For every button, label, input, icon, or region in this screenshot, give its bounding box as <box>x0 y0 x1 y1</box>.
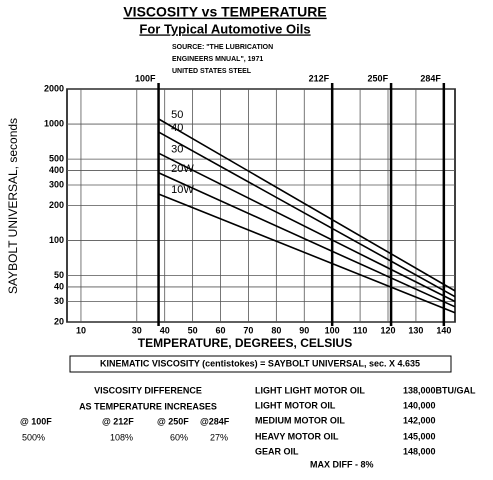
y-tick-label: 1000 <box>44 118 64 128</box>
y-tick-label: 20 <box>54 316 64 326</box>
oil-energy: 145,000 <box>403 431 436 441</box>
difference-value: 108% <box>110 432 133 442</box>
x-tick-label: 40 <box>160 325 170 335</box>
series-label: 30 <box>171 143 183 155</box>
series-label: 40 <box>171 122 183 134</box>
top-tick-label: 100F <box>135 73 156 83</box>
max-diff: MAX DIFF - 8% <box>310 459 374 469</box>
difference-header: @ 212F <box>102 416 134 426</box>
x-tick-label: 50 <box>188 325 198 335</box>
oil-energy: 138,000BTU/GAL <box>403 385 476 395</box>
oil-line <box>158 131 456 298</box>
y-tick-label: 400 <box>49 165 64 175</box>
source-line: ENGINEERS MNUAL", 1971 <box>172 56 263 63</box>
difference-title: VISCOSITY DIFFERENCE <box>94 385 202 395</box>
y-tick-label: 40 <box>54 281 64 291</box>
oil-line <box>158 193 456 314</box>
difference-value: 500% <box>22 432 45 442</box>
series-label: 50 <box>171 109 183 121</box>
oil-line <box>158 118 456 292</box>
source-line: UNITED STATES STEEL <box>172 68 252 75</box>
difference-value: 27% <box>210 432 228 442</box>
chart-title: VISCOSITY vs TEMPERATURE <box>123 4 326 20</box>
x-tick-label: 30 <box>132 325 142 335</box>
oil-name: HEAVY MOTOR OIL <box>255 431 339 441</box>
source-line: SOURCE: "THE LUBRICATION <box>172 44 273 51</box>
difference-header: @ 250F <box>157 416 189 426</box>
difference-header: @ 100F <box>20 416 52 426</box>
x-axis-label: TEMPERATURE, DEGREES, CELSIUS <box>138 336 352 350</box>
y-tick-label: 200 <box>49 200 64 210</box>
series-label: 20W <box>171 163 194 175</box>
y-tick-label: 100 <box>49 235 64 245</box>
y-tick-label: 500 <box>49 154 64 164</box>
x-tick-label: 10 <box>76 325 86 335</box>
difference-header: @284F <box>200 416 230 426</box>
x-tick-label: 120 <box>380 325 395 335</box>
y-tick-label: 30 <box>54 296 64 306</box>
x-tick-label: 110 <box>353 325 368 335</box>
x-tick-label: 60 <box>216 325 226 335</box>
oil-name: MEDIUM MOTOR OIL <box>255 415 345 425</box>
y-tick-label: 300 <box>49 179 64 189</box>
top-tick-label: 212F <box>309 73 330 83</box>
series-label: 10W <box>171 184 194 196</box>
x-tick-label: 130 <box>408 325 423 335</box>
y-axis-label: SAYBOLT UNIVERSAL, seconds <box>6 118 20 294</box>
oil-name: LIGHT LIGHT MOTOR OIL <box>255 385 365 395</box>
oil-name: GEAR OIL <box>255 446 299 456</box>
oil-line <box>158 152 456 303</box>
oil-energy: 140,000 <box>403 400 436 410</box>
oil-energy: 142,000 <box>403 415 436 425</box>
difference-title: AS TEMPERATURE INCREASES <box>79 401 217 411</box>
x-tick-label: 100 <box>325 325 340 335</box>
x-tick-label: 80 <box>271 325 281 335</box>
x-tick-label: 90 <box>299 325 309 335</box>
top-tick-label: 284F <box>420 73 441 83</box>
oil-name: LIGHT MOTOR OIL <box>255 400 336 410</box>
oil-line <box>158 172 456 308</box>
y-tick-label: 2000 <box>44 83 64 93</box>
formula: KINEMATIC VISCOSITY (centistokes) = SAYB… <box>100 358 420 368</box>
oil-energy: 148,000 <box>403 446 436 456</box>
x-tick-label: 140 <box>436 325 451 335</box>
formula-box <box>69 355 452 373</box>
difference-value: 60% <box>170 432 188 442</box>
chart-subtitle: For Typical Automotive Oils <box>139 21 310 36</box>
x-tick-label: 70 <box>243 325 253 335</box>
top-tick-label: 250F <box>368 73 389 83</box>
y-tick-label: 50 <box>54 270 64 280</box>
